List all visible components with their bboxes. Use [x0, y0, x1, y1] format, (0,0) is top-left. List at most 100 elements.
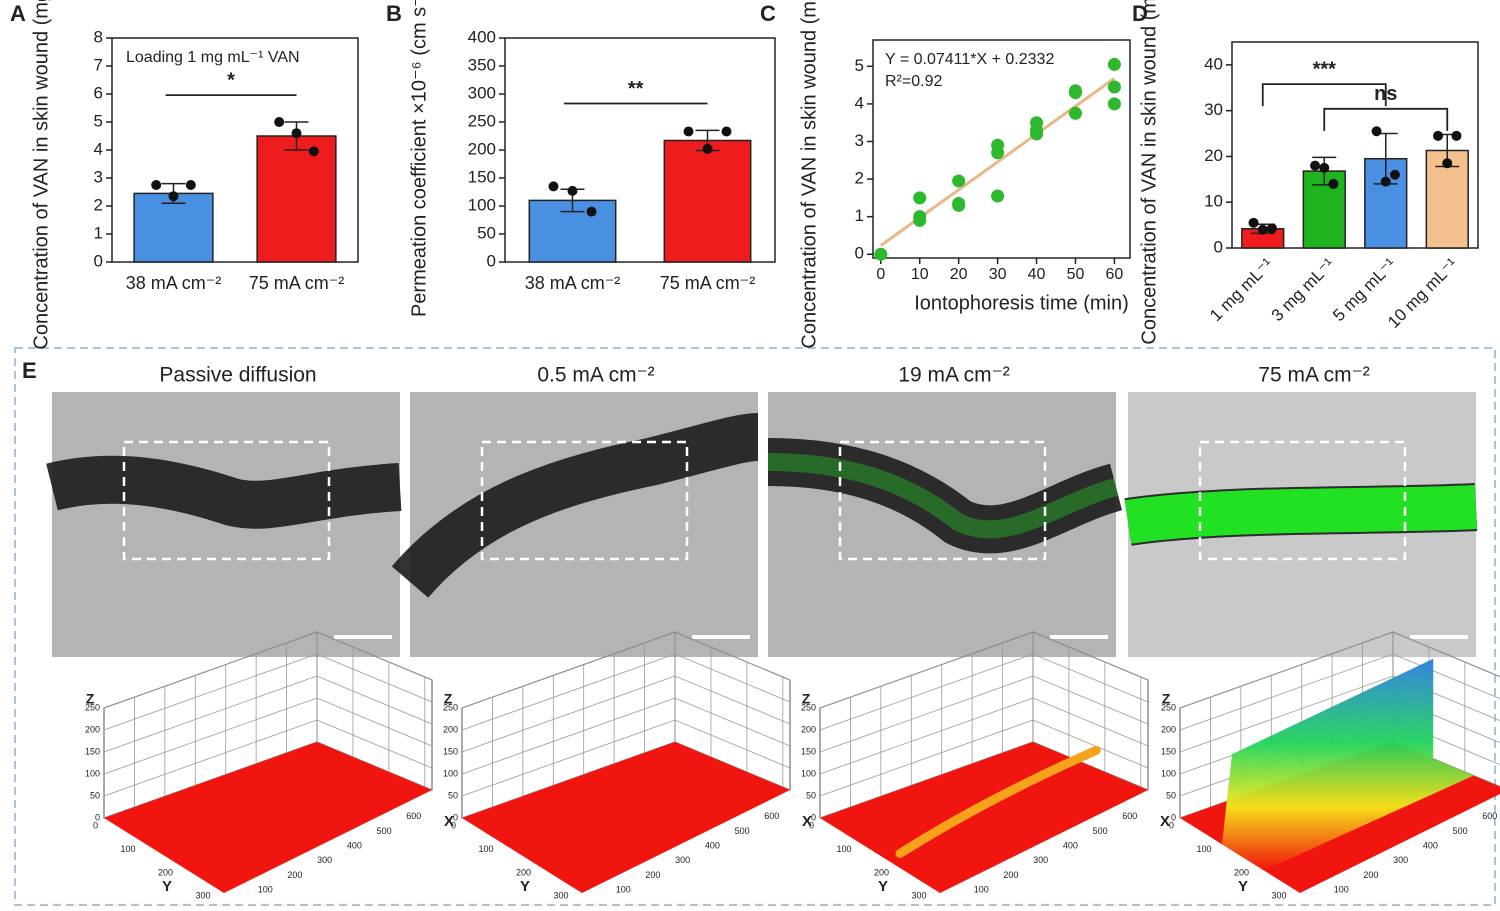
z-tick-label: 250: [85, 702, 100, 712]
z-tick-label: 200: [443, 724, 458, 734]
z-tick-label: 50: [806, 790, 816, 800]
y-tick-label: 200: [1234, 867, 1249, 877]
y-tick-label: 300: [195, 891, 210, 901]
z-tick-label: 150: [1161, 746, 1176, 756]
y-tick-label: 2: [94, 195, 103, 214]
x-tick-label: 500: [1453, 826, 1468, 836]
x-tick-label: 20: [950, 266, 968, 283]
x-tick-label: 200: [1003, 870, 1018, 880]
data-point: [913, 213, 927, 227]
z-axis-label: Z: [86, 691, 95, 707]
z-grid: [103, 675, 433, 753]
tissue-band: [46, 455, 402, 529]
image-title: 19 mA cm⁻²: [898, 364, 1009, 387]
x-tick-label: 200: [645, 870, 660, 880]
z-tick-label: 200: [85, 724, 100, 734]
tissue-band: [767, 438, 1123, 554]
data-point: [1442, 158, 1453, 169]
image-title: 75 mA cm⁻²: [1258, 364, 1369, 387]
z-axis-label: Z: [444, 691, 453, 707]
z-tick-label: 250: [1161, 702, 1176, 712]
x-tick-label: 300: [675, 855, 690, 865]
y-axis-label: Concentration of VAN in skin wound (mg g…: [30, 0, 52, 350]
tissue: [391, 413, 760, 598]
y-tick-label: 150: [468, 167, 496, 186]
data-point: [1371, 126, 1382, 137]
x-tick-label: 400: [1423, 841, 1438, 851]
x-tick-label: 300: [1393, 855, 1408, 865]
image-title: 0.5 mA cm⁻²: [537, 364, 654, 387]
significance-label: ***: [1313, 58, 1337, 80]
y-tick-label: 1: [94, 223, 103, 242]
y-tick-label: 1: [855, 206, 864, 225]
z-tick-label: 200: [1161, 724, 1176, 734]
y-tick-label: 0: [93, 820, 98, 830]
z-tick-label: 250: [801, 702, 816, 712]
z-tick-label: 50: [1166, 790, 1176, 800]
data-point: [1107, 57, 1121, 71]
surface-floor: [104, 742, 432, 893]
bar: [663, 139, 752, 263]
y-tick-label: 3: [855, 131, 864, 150]
y-tick-label: 200: [874, 867, 889, 877]
y-tick-label: 7: [94, 55, 103, 74]
panel-label: D: [1132, 1, 1148, 26]
x-tick-label: 500: [1093, 826, 1108, 836]
bar: [133, 192, 214, 263]
y-tick-label: 5: [855, 56, 864, 75]
surface-floor: [462, 742, 790, 893]
data-point: [1328, 178, 1339, 189]
x-tick-label: 10: [911, 266, 929, 283]
significance-label: *: [227, 69, 235, 91]
y-tick-label: 100: [120, 844, 135, 854]
z-tick-label: 0: [811, 812, 816, 822]
x-tick-label: 3 mg mL⁻¹: [1268, 254, 1339, 325]
y-tick-label: 3: [94, 167, 103, 186]
y-tick-label: 0: [451, 820, 456, 830]
x-tick-label: 38 mA cm⁻²: [126, 273, 222, 293]
y-tick-label: 10: [1204, 192, 1223, 211]
region-box: [838, 440, 1047, 561]
data-point: [913, 191, 927, 205]
x-tick-label: 75 mA cm⁻²: [249, 273, 345, 293]
y-tick-label: 300: [468, 83, 496, 102]
y-tick-label: 30: [1204, 100, 1223, 119]
fluorescence: [767, 453, 1119, 539]
y-tick-label: 0: [855, 244, 864, 263]
x-tick-label: 100: [258, 885, 273, 895]
x-tick-label: 500: [735, 826, 750, 836]
y-tick-label: 100: [468, 195, 496, 214]
y-tick-label: 300: [911, 891, 926, 901]
y-axis-label: Concentration of VAN in skin wound (mg g…: [1138, 0, 1160, 345]
panel-label: C: [760, 1, 776, 26]
data-point: [586, 206, 597, 217]
image-title: Passive diffusion: [159, 364, 316, 387]
y-tick-label: 2: [855, 169, 864, 188]
data-point: [168, 191, 179, 202]
z-tick-label: 100: [1161, 768, 1176, 778]
y-tick-label: 0: [1169, 820, 1174, 830]
z-grid: [461, 675, 791, 753]
tissue: [1124, 483, 1478, 546]
x-tick-label: 300: [317, 855, 332, 865]
y-tick-label: 0: [809, 820, 814, 830]
y-tick-label: 0: [487, 251, 496, 270]
data-point: [702, 143, 713, 154]
y-tick-label: 5: [94, 111, 103, 130]
z-tick-label: 250: [443, 702, 458, 712]
y-axis-label: Y: [162, 878, 172, 895]
x-tick-label: 200: [287, 870, 302, 880]
x-tick-label: 60: [1106, 266, 1124, 283]
x-tick-label: 0: [876, 266, 885, 283]
data-point: [1319, 162, 1330, 173]
z-axis-label: Z: [1162, 691, 1171, 707]
plot-frame: [1231, 41, 1479, 249]
x-tick-label: 100: [616, 885, 631, 895]
y-tick-label: 20: [1204, 146, 1223, 165]
data-point: [1389, 169, 1400, 180]
significance-bracket: [1323, 107, 1449, 131]
x-tick-label: 100: [1334, 885, 1349, 895]
y-tick-label: 350: [468, 55, 496, 74]
x-tick-label: 600: [764, 811, 779, 821]
